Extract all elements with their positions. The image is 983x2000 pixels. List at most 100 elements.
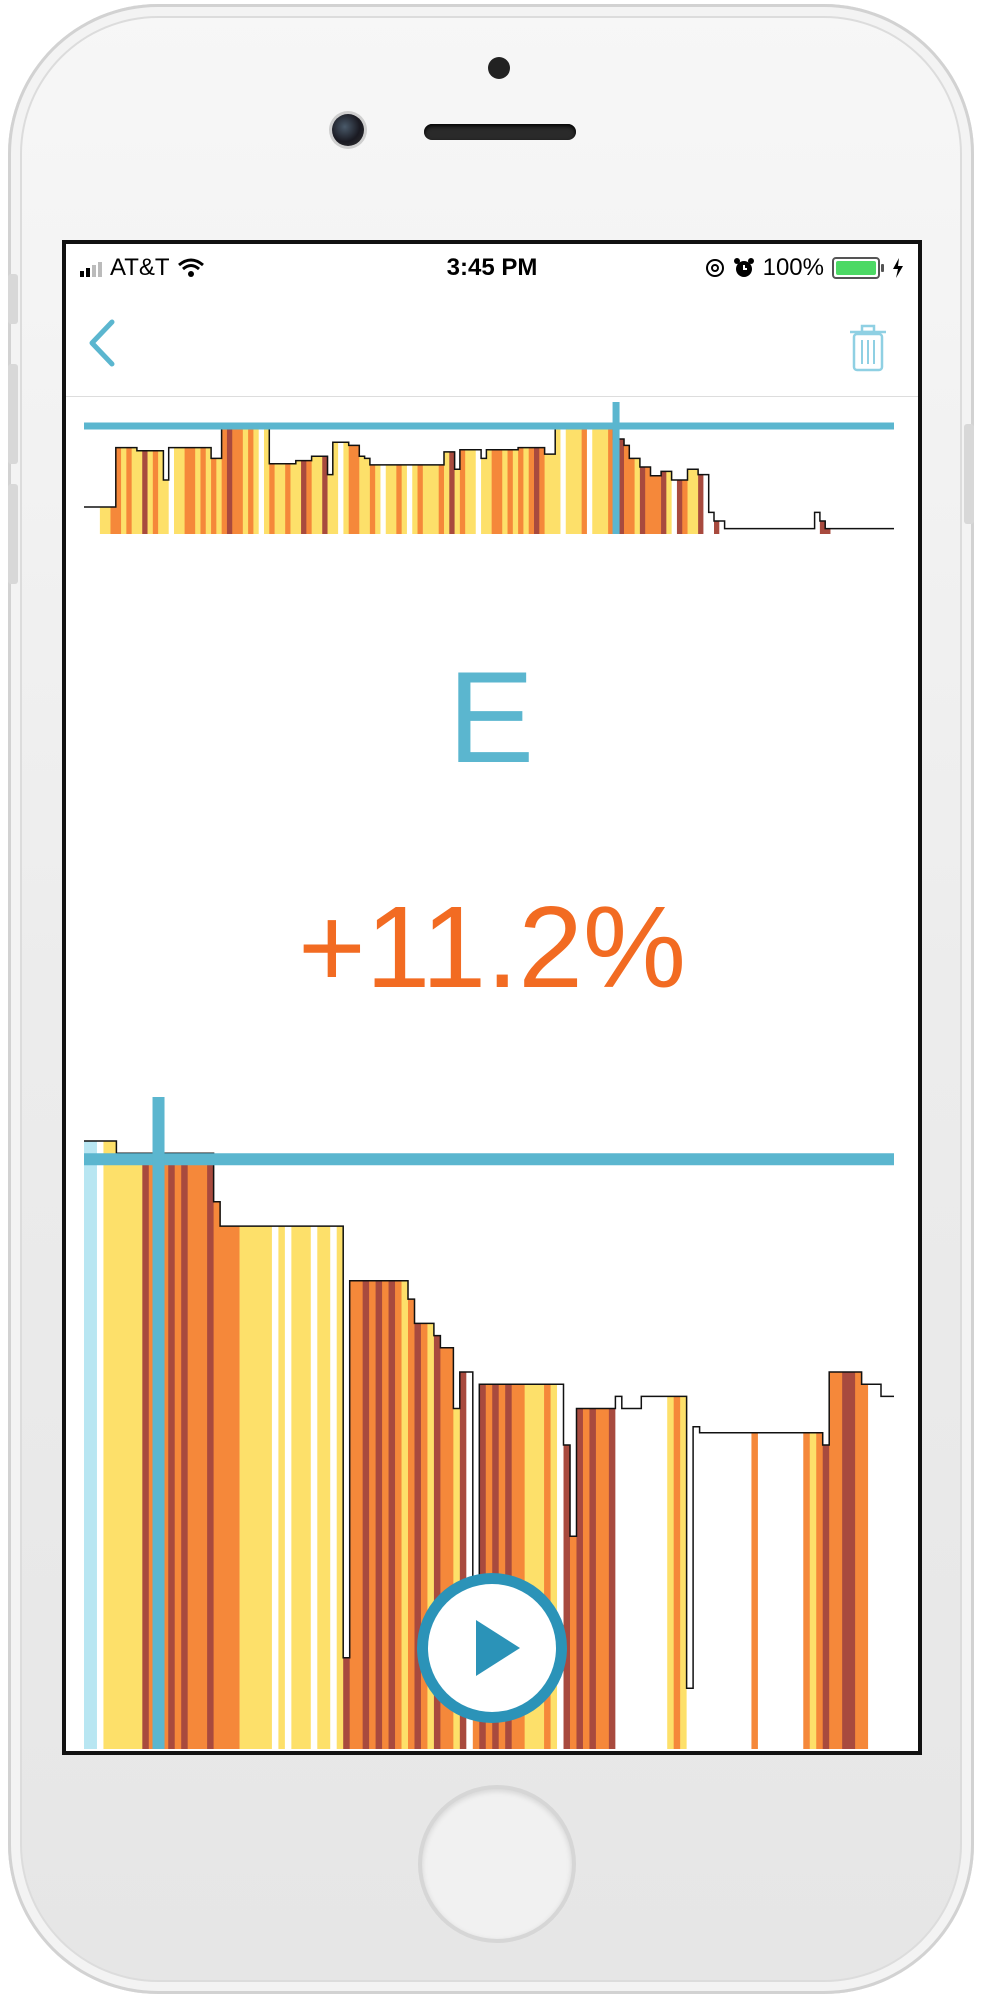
chart-strip	[237, 426, 244, 534]
chart-strip	[274, 463, 281, 534]
chart-strip	[135, 1153, 143, 1749]
chart-strip	[388, 1280, 396, 1749]
chart-strip	[129, 1153, 137, 1749]
chart-strip	[481, 458, 487, 534]
chart-strip	[142, 1153, 150, 1749]
play-button[interactable]	[428, 1584, 556, 1712]
chart-strip	[819, 521, 826, 534]
chart-strip	[179, 447, 186, 534]
chart-strip	[738, 1432, 746, 1749]
chart-strip	[592, 428, 599, 534]
chart-strip	[122, 1153, 130, 1749]
chart-strip	[221, 426, 228, 534]
chart-strip	[258, 1226, 267, 1749]
charging-icon	[893, 258, 903, 278]
chart-strip	[279, 463, 286, 534]
overview-chart[interactable]	[84, 402, 894, 562]
chart-strip	[84, 1141, 92, 1749]
chart-strip	[316, 456, 323, 534]
chart-strip	[126, 447, 133, 534]
chart-strip	[661, 471, 667, 534]
chart-strip	[537, 1384, 545, 1749]
chart-strip	[152, 450, 159, 534]
chart-strip	[401, 1280, 409, 1749]
chart-strip	[161, 1153, 169, 1749]
chart-strip	[364, 458, 371, 534]
wifi-icon	[177, 258, 204, 277]
detail-chart[interactable]	[84, 1097, 894, 1755]
chart-strip	[764, 1432, 772, 1749]
chart-strip	[676, 480, 683, 534]
chart-strip	[655, 475, 662, 534]
chart-strip	[395, 1280, 403, 1749]
chart-strip	[278, 1226, 286, 1749]
chart-strip	[770, 1432, 778, 1749]
battery-level	[836, 261, 876, 275]
chart-strip	[485, 1384, 493, 1749]
chart-strip	[422, 464, 429, 534]
chart-strip	[414, 1323, 422, 1749]
chart-strip	[732, 1432, 740, 1749]
grade-letter: E	[447, 644, 537, 790]
chart-strip	[89, 507, 96, 534]
chart-strip	[756, 528, 763, 534]
chart-strip	[356, 1280, 364, 1749]
back-button[interactable]	[84, 318, 124, 368]
chart-strip	[304, 1226, 312, 1749]
chart-strip	[830, 528, 837, 534]
chart-strip	[271, 1226, 279, 1749]
chart-strip	[745, 528, 752, 534]
chart-strip	[557, 1384, 565, 1749]
chart-strip	[486, 449, 493, 534]
chart-strip	[332, 442, 339, 534]
chart-strip	[848, 1372, 856, 1749]
chart-strip	[777, 528, 784, 534]
chart-strip	[706, 1432, 714, 1749]
chart-strip	[246, 1226, 254, 1749]
chart-strip	[687, 469, 694, 534]
chart-strip	[449, 451, 456, 534]
status-left: AT&T	[80, 254, 204, 282]
chart-strip	[105, 507, 112, 534]
chart-strip	[110, 507, 117, 534]
chart-strip	[465, 449, 472, 534]
home-button[interactable]	[422, 1789, 572, 1939]
chart-strip	[291, 1226, 299, 1749]
chart-strip	[362, 1280, 370, 1749]
chart-strip	[310, 1226, 318, 1749]
chart-strip	[645, 467, 652, 534]
chart-strip	[459, 1372, 467, 1749]
chart-strip	[174, 1153, 182, 1749]
volume-down-button	[8, 484, 18, 584]
chart-strip	[671, 480, 678, 534]
chart-strip	[181, 1153, 189, 1749]
chart-strip	[216, 458, 223, 534]
phone-screen: AT&T 3:45 PM 100%	[62, 240, 922, 1755]
chevron-left-icon	[89, 319, 115, 367]
chart-strip	[816, 1432, 824, 1749]
chart-strip	[265, 1226, 273, 1749]
chart-strip	[772, 528, 779, 534]
chart-strip	[317, 1226, 325, 1749]
chart-strip	[163, 480, 170, 534]
chart-strip	[189, 447, 196, 534]
chart-strip	[258, 426, 265, 534]
chart-strip	[226, 426, 233, 534]
chart-strip	[624, 445, 630, 534]
chart-strip	[518, 1384, 526, 1749]
chart-strip	[586, 426, 593, 534]
chart-strip	[420, 1323, 429, 1749]
chart-strip	[576, 426, 583, 534]
chart-strip	[872, 528, 879, 534]
chart-strip	[883, 528, 890, 534]
chart-strip	[888, 528, 894, 534]
signal-icon	[80, 259, 102, 277]
at-icon	[705, 259, 724, 277]
chart-strip	[459, 449, 466, 534]
chart-strip	[724, 528, 731, 534]
delete-button[interactable]	[848, 324, 888, 372]
chart-strip	[729, 528, 736, 534]
chart-strip	[602, 428, 609, 534]
chart-strip	[719, 521, 726, 534]
chart-strip	[835, 528, 842, 534]
